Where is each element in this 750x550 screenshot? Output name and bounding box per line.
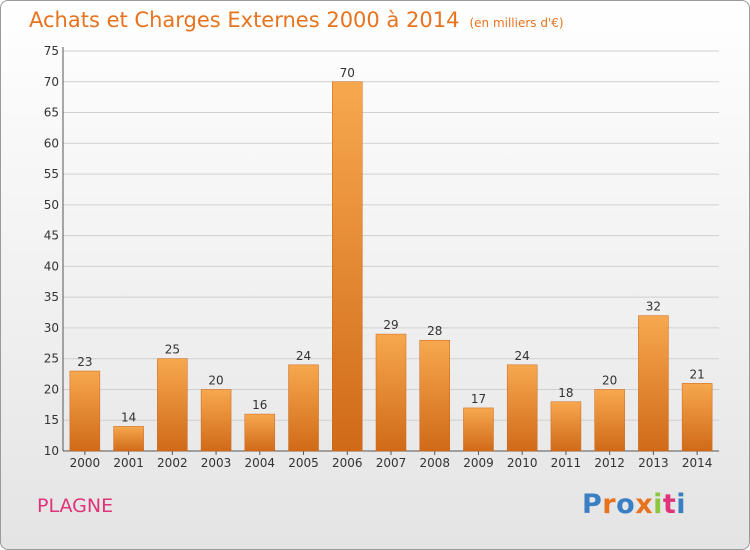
x-tick-label: 2002 [157,456,188,470]
y-tick-label: 30 [44,321,59,335]
bar [681,383,713,452]
logo-letter: i [653,489,663,520]
data-label: 24 [296,349,311,363]
data-label: 18 [558,386,573,400]
y-tick-label: 10 [44,444,59,458]
x-tick-label: 2001 [113,456,144,470]
logo-letter: x [635,489,654,520]
data-label: 29 [383,318,398,332]
bar [506,364,538,452]
x-tick-label: 2012 [594,456,625,470]
data-label: 25 [165,343,180,357]
x-tick-label: 2004 [245,456,276,470]
x-tick-label: 2000 [70,456,101,470]
y-tick-label: 55 [44,167,59,181]
bar [69,370,101,452]
y-tick-label: 35 [44,290,59,304]
y-tick-label: 20 [44,382,59,396]
data-label: 20 [208,373,223,387]
y-tick-label: 75 [44,44,59,58]
proxiti-logo: Proxiti [582,489,686,520]
data-label: 21 [689,367,704,381]
bar [332,81,363,452]
logo-letter: r [602,489,617,520]
y-tick-label: 70 [44,75,59,89]
x-tick-label: 2006 [332,456,363,470]
x-tick-label: 2003 [201,456,232,470]
y-tick-label: 50 [44,198,59,212]
chart-title-unit: (en milliers d'€) [469,16,564,30]
data-label: 17 [471,392,486,406]
logo-letter: P [582,489,603,520]
data-label: 14 [121,410,136,424]
y-tick-label: 60 [44,136,59,150]
chart-title-text: Achats et Charges Externes 2000 à 2014 [29,8,460,32]
chart-title: Achats et Charges Externes 2000 à 2014 (e… [29,8,564,32]
x-tick-label: 2011 [551,456,582,470]
data-label: 70 [340,66,355,80]
y-tick-labels: 10 15 20 25 30 35 40 45 50 55 60 65 70 75 [44,44,59,458]
x-tick-labels: 2000 2001 2002 2003 2004 2005 2006 2007 2008 2009… [70,456,713,470]
bar [638,315,669,452]
bar [244,413,276,452]
data-label: 28 [427,324,442,338]
bar [288,364,319,452]
bar [550,401,582,452]
data-label: 23 [77,355,92,369]
bar [594,389,625,452]
y-tick-label: 40 [44,259,59,273]
x-tick-label: 2008 [419,456,450,470]
x-tick-label: 2010 [507,456,538,470]
logo-letter: t [662,489,677,520]
data-labels: 23 14 25 20 16 24 70 29 28 17 24 18 20 32 21 [77,66,705,425]
x-tick-label: 2013 [638,456,669,470]
logo-letter: i [676,489,687,520]
x-tick-label: 2009 [463,456,494,470]
logo-letter: o [616,489,636,520]
commune-name: PLAGNE [37,495,114,517]
bars [69,81,713,452]
bar [419,339,450,452]
y-tick-label: 65 [44,106,59,120]
bar [157,358,188,452]
x-tick-label: 2014 [682,456,713,470]
data-label: 32 [646,300,661,314]
x-tick-label: 2007 [376,456,407,470]
x-tick-label: 2005 [288,456,319,470]
data-label: 20 [602,373,617,387]
y-tick-label: 15 [44,413,59,427]
data-label: 24 [515,349,530,363]
y-tick-label: 25 [44,352,59,366]
y-tick-label: 45 [44,229,59,243]
bar [375,333,407,452]
bar [463,407,494,452]
bar [200,389,232,452]
data-label: 16 [252,398,267,412]
bar [113,426,144,452]
